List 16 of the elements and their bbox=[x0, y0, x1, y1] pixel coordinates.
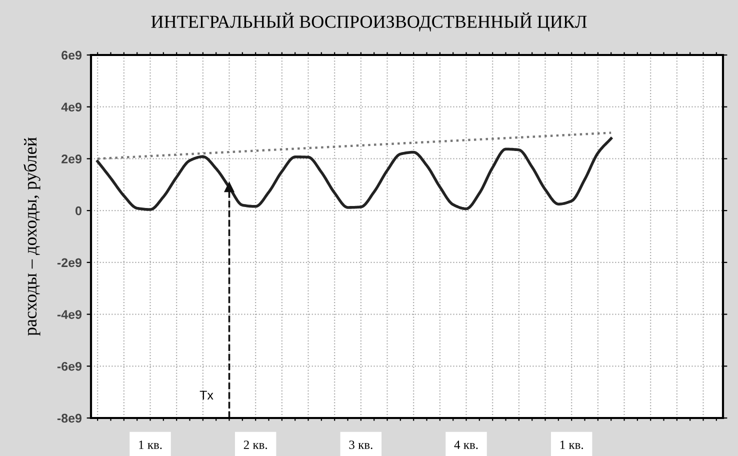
x-tick-label: 3 кв. bbox=[349, 440, 372, 450]
y-tick-label: -6e9 bbox=[57, 362, 82, 371]
y-tick-label: -2e9 bbox=[57, 258, 82, 268]
chart-title: ИНТЕГРАЛЬНЫЙ ВОСПРОИЗВОДСТВЕННЫЙ ЦИКЛ bbox=[151, 12, 587, 32]
annotation: Tx bbox=[200, 390, 214, 400]
y-tick-label: -4e9 bbox=[57, 310, 82, 319]
y-tick-label: 4e9 bbox=[61, 102, 82, 112]
x-tick-label: 1 кв. bbox=[139, 440, 162, 450]
x-tick-label: 2 кв. bbox=[244, 440, 267, 450]
y-tick-label: 6e9 bbox=[62, 50, 82, 60]
y-tick-label: 2e9 bbox=[62, 154, 82, 164]
y-tick-label: -8e9 bbox=[57, 414, 82, 423]
x-tick-label: 1 кв. bbox=[560, 440, 583, 450]
y-tick-label: 0 bbox=[76, 206, 82, 216]
x-tick-label: 4 кв. bbox=[454, 440, 478, 450]
y-axis-title: расходы – доходы, рублей bbox=[23, 137, 40, 336]
